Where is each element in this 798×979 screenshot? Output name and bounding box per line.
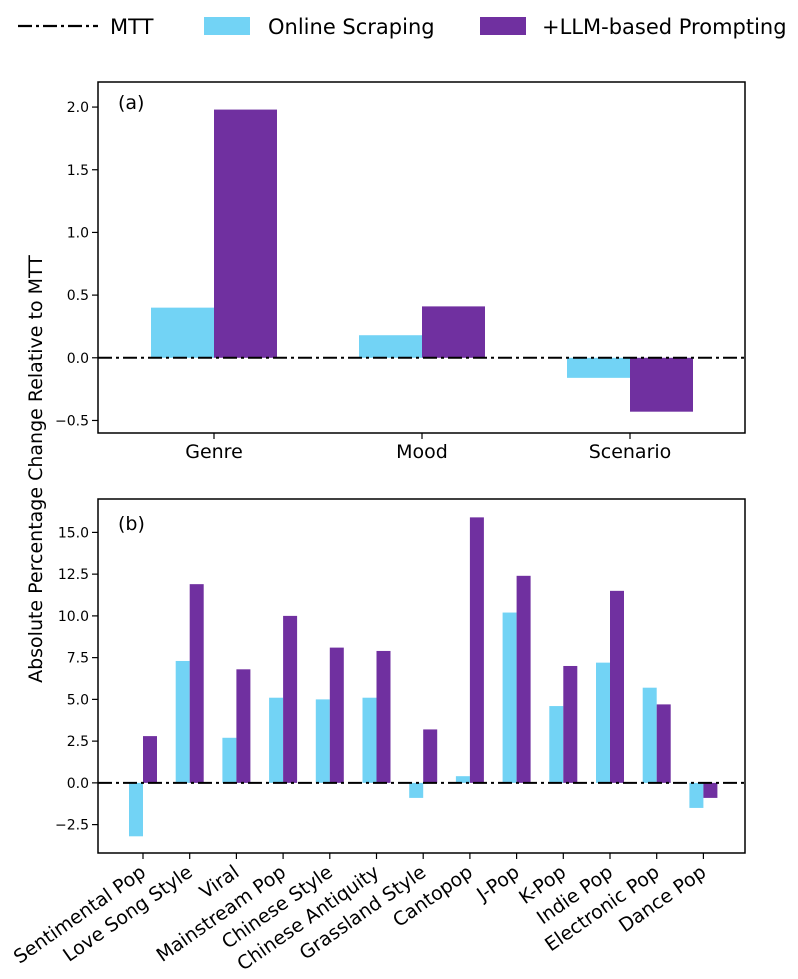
y-tick-label: 12.5: [58, 567, 89, 583]
legend-online-label: Online Scraping: [268, 15, 435, 39]
bar-online-electronic-pop: [642, 687, 657, 783]
bar-online-grassland-style: [409, 782, 424, 798]
y-tick-label: 2.5: [67, 734, 89, 750]
legend-online-swatch: [204, 17, 250, 35]
bar-online-mood: [359, 335, 422, 358]
bar-online-love-song-style: [175, 660, 190, 783]
bar-llm-viral: [236, 669, 251, 783]
y-tick-label: −0.5: [55, 413, 89, 429]
panel-b-label: (b): [118, 513, 145, 535]
y-tick-label: −2.5: [55, 818, 89, 834]
y-tick-label: 2.0: [67, 100, 89, 116]
bar-online-sentimental-pop: [129, 782, 143, 837]
bar-online-j-pop: [502, 612, 517, 783]
bar-llm-love-song-style: [189, 584, 204, 783]
bar-online-scenario: [567, 357, 630, 378]
legend: MTT Online Scraping +LLM-based Prompting: [18, 15, 787, 39]
bar-online-dance-pop: [689, 782, 704, 808]
y-tick-label: 0.0: [67, 351, 89, 367]
bar-online-viral: [222, 737, 237, 783]
y-tick-label: 15.0: [58, 525, 89, 541]
bar-llm-genre: [214, 109, 277, 358]
bar-online-genre: [151, 307, 214, 358]
x-tick-label: J-Pop: [472, 861, 523, 906]
bar-llm-dance-pop: [703, 782, 718, 798]
y-tick-label: 1.5: [67, 163, 89, 179]
bar-llm-mood: [422, 306, 485, 358]
y-tick-label: 0.0: [67, 776, 89, 792]
legend-llm-swatch: [480, 17, 526, 35]
bar-online-indie-pop: [596, 662, 610, 783]
bar-online-chinese-style: [315, 699, 330, 783]
panel-b-frame: [97, 498, 746, 854]
bar-llm-electronic-pop: [656, 704, 671, 783]
x-tick-label: Mood: [396, 441, 448, 463]
bar-llm-chinese-style: [329, 647, 344, 783]
y-tick-label: 1.0: [67, 225, 89, 241]
bar-llm-j-pop: [516, 575, 531, 783]
panel-a-y-ticks: −0.5 0.0 0.5 1.0 1.5 2.0: [55, 100, 98, 429]
y-tick-label: 0.5: [67, 288, 89, 304]
bar-online-cantopop: [455, 776, 470, 783]
x-tick-label: Scenario: [589, 441, 672, 463]
y-axis-label: Absolute Percentage Change Relative to M…: [25, 255, 47, 683]
legend-mtt-label: MTT: [110, 15, 154, 39]
bar-online-mainstream-pop: [269, 697, 284, 783]
bar-llm-grassland-style: [423, 729, 438, 783]
bar-llm-cantopop: [469, 517, 484, 783]
panel-a: −0.5 0.0 0.5 1.0 1.5 2.0 Genre Mood Scenario (a…: [55, 81, 746, 463]
bar-llm-sentimental-pop: [143, 736, 157, 783]
y-tick-label: 10.0: [58, 609, 89, 625]
bar-llm-k-pop: [563, 665, 578, 783]
y-tick-label: 7.5: [67, 651, 89, 667]
legend-llm-label: +LLM-based Prompting: [542, 15, 787, 39]
panel-b-y-ticks: −2.5 0.0 2.5 5.0 7.5 10.0 12.5 15.0: [55, 525, 98, 834]
bar-online-k-pop: [549, 706, 564, 783]
bar-llm-indie-pop: [610, 590, 624, 783]
panel-b: −2.5 0.0 2.5 5.0 7.5 10.0 12.5 15.0 Sentimental…: [10, 498, 746, 975]
y-tick-label: 5.0: [67, 692, 89, 708]
panel-b-bars: [129, 517, 718, 837]
x-tick-label: Genre: [185, 441, 243, 463]
panel-a-bars: [151, 109, 693, 412]
bar-llm-scenario: [630, 357, 693, 412]
bar-online-chinese-antiquity: [362, 697, 377, 783]
panel-a-x-ticks: Genre Mood Scenario: [185, 433, 671, 463]
bar-llm-chinese-antiquity: [376, 650, 391, 783]
bar-llm-mainstream-pop: [283, 615, 298, 783]
panel-a-label: (a): [118, 92, 144, 114]
